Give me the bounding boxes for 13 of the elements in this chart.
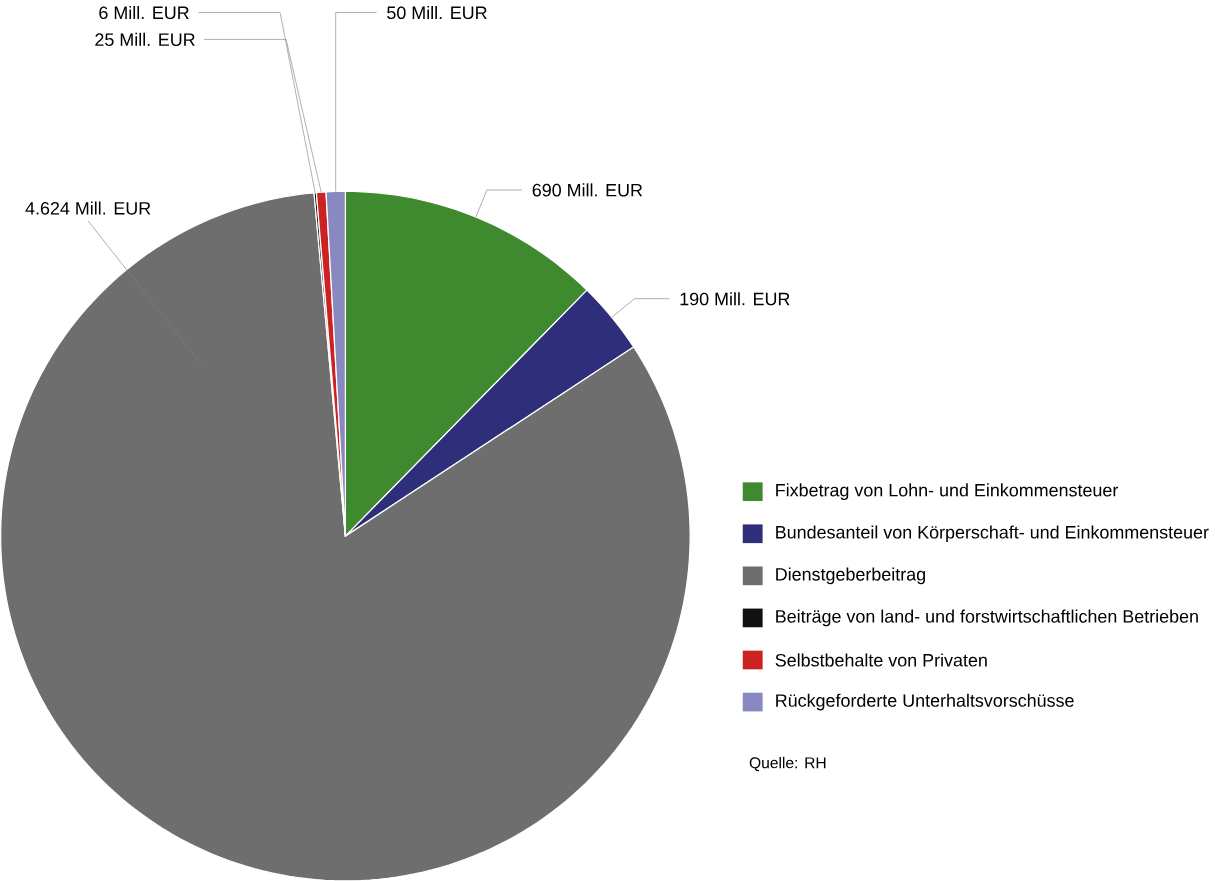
data-label: 4.624 Mill. EUR <box>25 201 151 215</box>
data-label: 6 Mill. EUR <box>99 5 189 19</box>
legend-label: Rückgeforderte Unterhaltsvorschüsse <box>776 693 1074 711</box>
legend-label: Beiträge von land- und forstwirtschaftlichen Betrieben <box>776 609 1198 627</box>
data-label: 690 Mill. EUR <box>532 183 643 197</box>
data-label: 190 Mill. EUR <box>680 291 790 306</box>
data-label: 25 Mill. EUR <box>95 32 195 46</box>
legend-label: Selbstbehalte von Privaten <box>775 653 987 667</box>
legend-label: Fixbetrag von Lohn- und Einkommensteuer <box>776 483 1119 500</box>
legend-label: Bundesanteil von Körperschaft- und Einkommensteuer <box>776 525 1209 542</box>
source-note: Quelle: RH <box>749 756 826 771</box>
legend-label: Dienstgeberbeitrag <box>776 567 925 584</box>
data-label: 50 Mill. EUR <box>387 5 487 19</box>
